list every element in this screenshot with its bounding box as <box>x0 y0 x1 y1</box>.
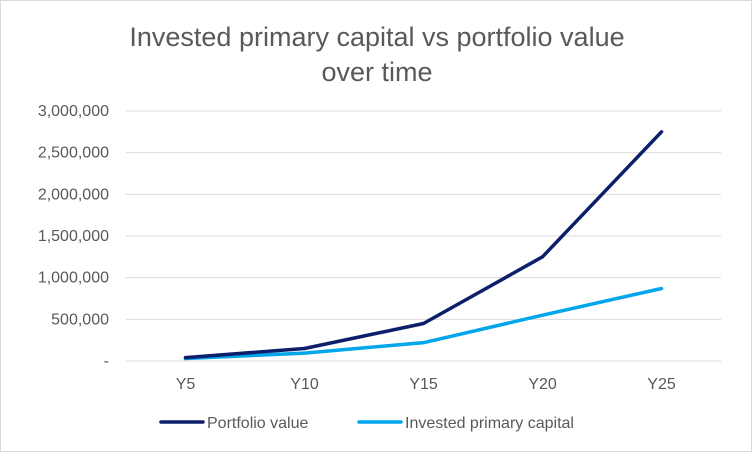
chart-title-line-1: Invested primary capital vs portfolio va… <box>129 22 624 52</box>
series-line-1 <box>183 286 664 361</box>
x-tick-label-0: Y5 <box>176 376 196 393</box>
y-tick-label-6: 3,000,000 <box>38 103 109 120</box>
y-tick-label-3: 1,500,000 <box>38 228 109 245</box>
y-tick-label-0: - <box>104 353 109 370</box>
legend-label-1: Invested primary capital <box>405 415 574 432</box>
x-tick-label-2: Y15 <box>409 376 438 393</box>
x-tick-label-4: Y25 <box>647 376 676 393</box>
x-tick-label-3: Y20 <box>528 376 557 393</box>
series-line-0 <box>183 130 664 360</box>
y-tick-label-4: 2,000,000 <box>38 186 109 203</box>
legend-label-0: Portfolio value <box>207 415 308 432</box>
y-tick-label-1: 500,000 <box>51 311 109 328</box>
y-tick-label-5: 2,500,000 <box>38 145 109 162</box>
chart-title-line-2: over time <box>321 57 432 87</box>
y-tick-label-2: 1,000,000 <box>38 270 109 287</box>
x-tick-label-1: Y10 <box>290 376 319 393</box>
